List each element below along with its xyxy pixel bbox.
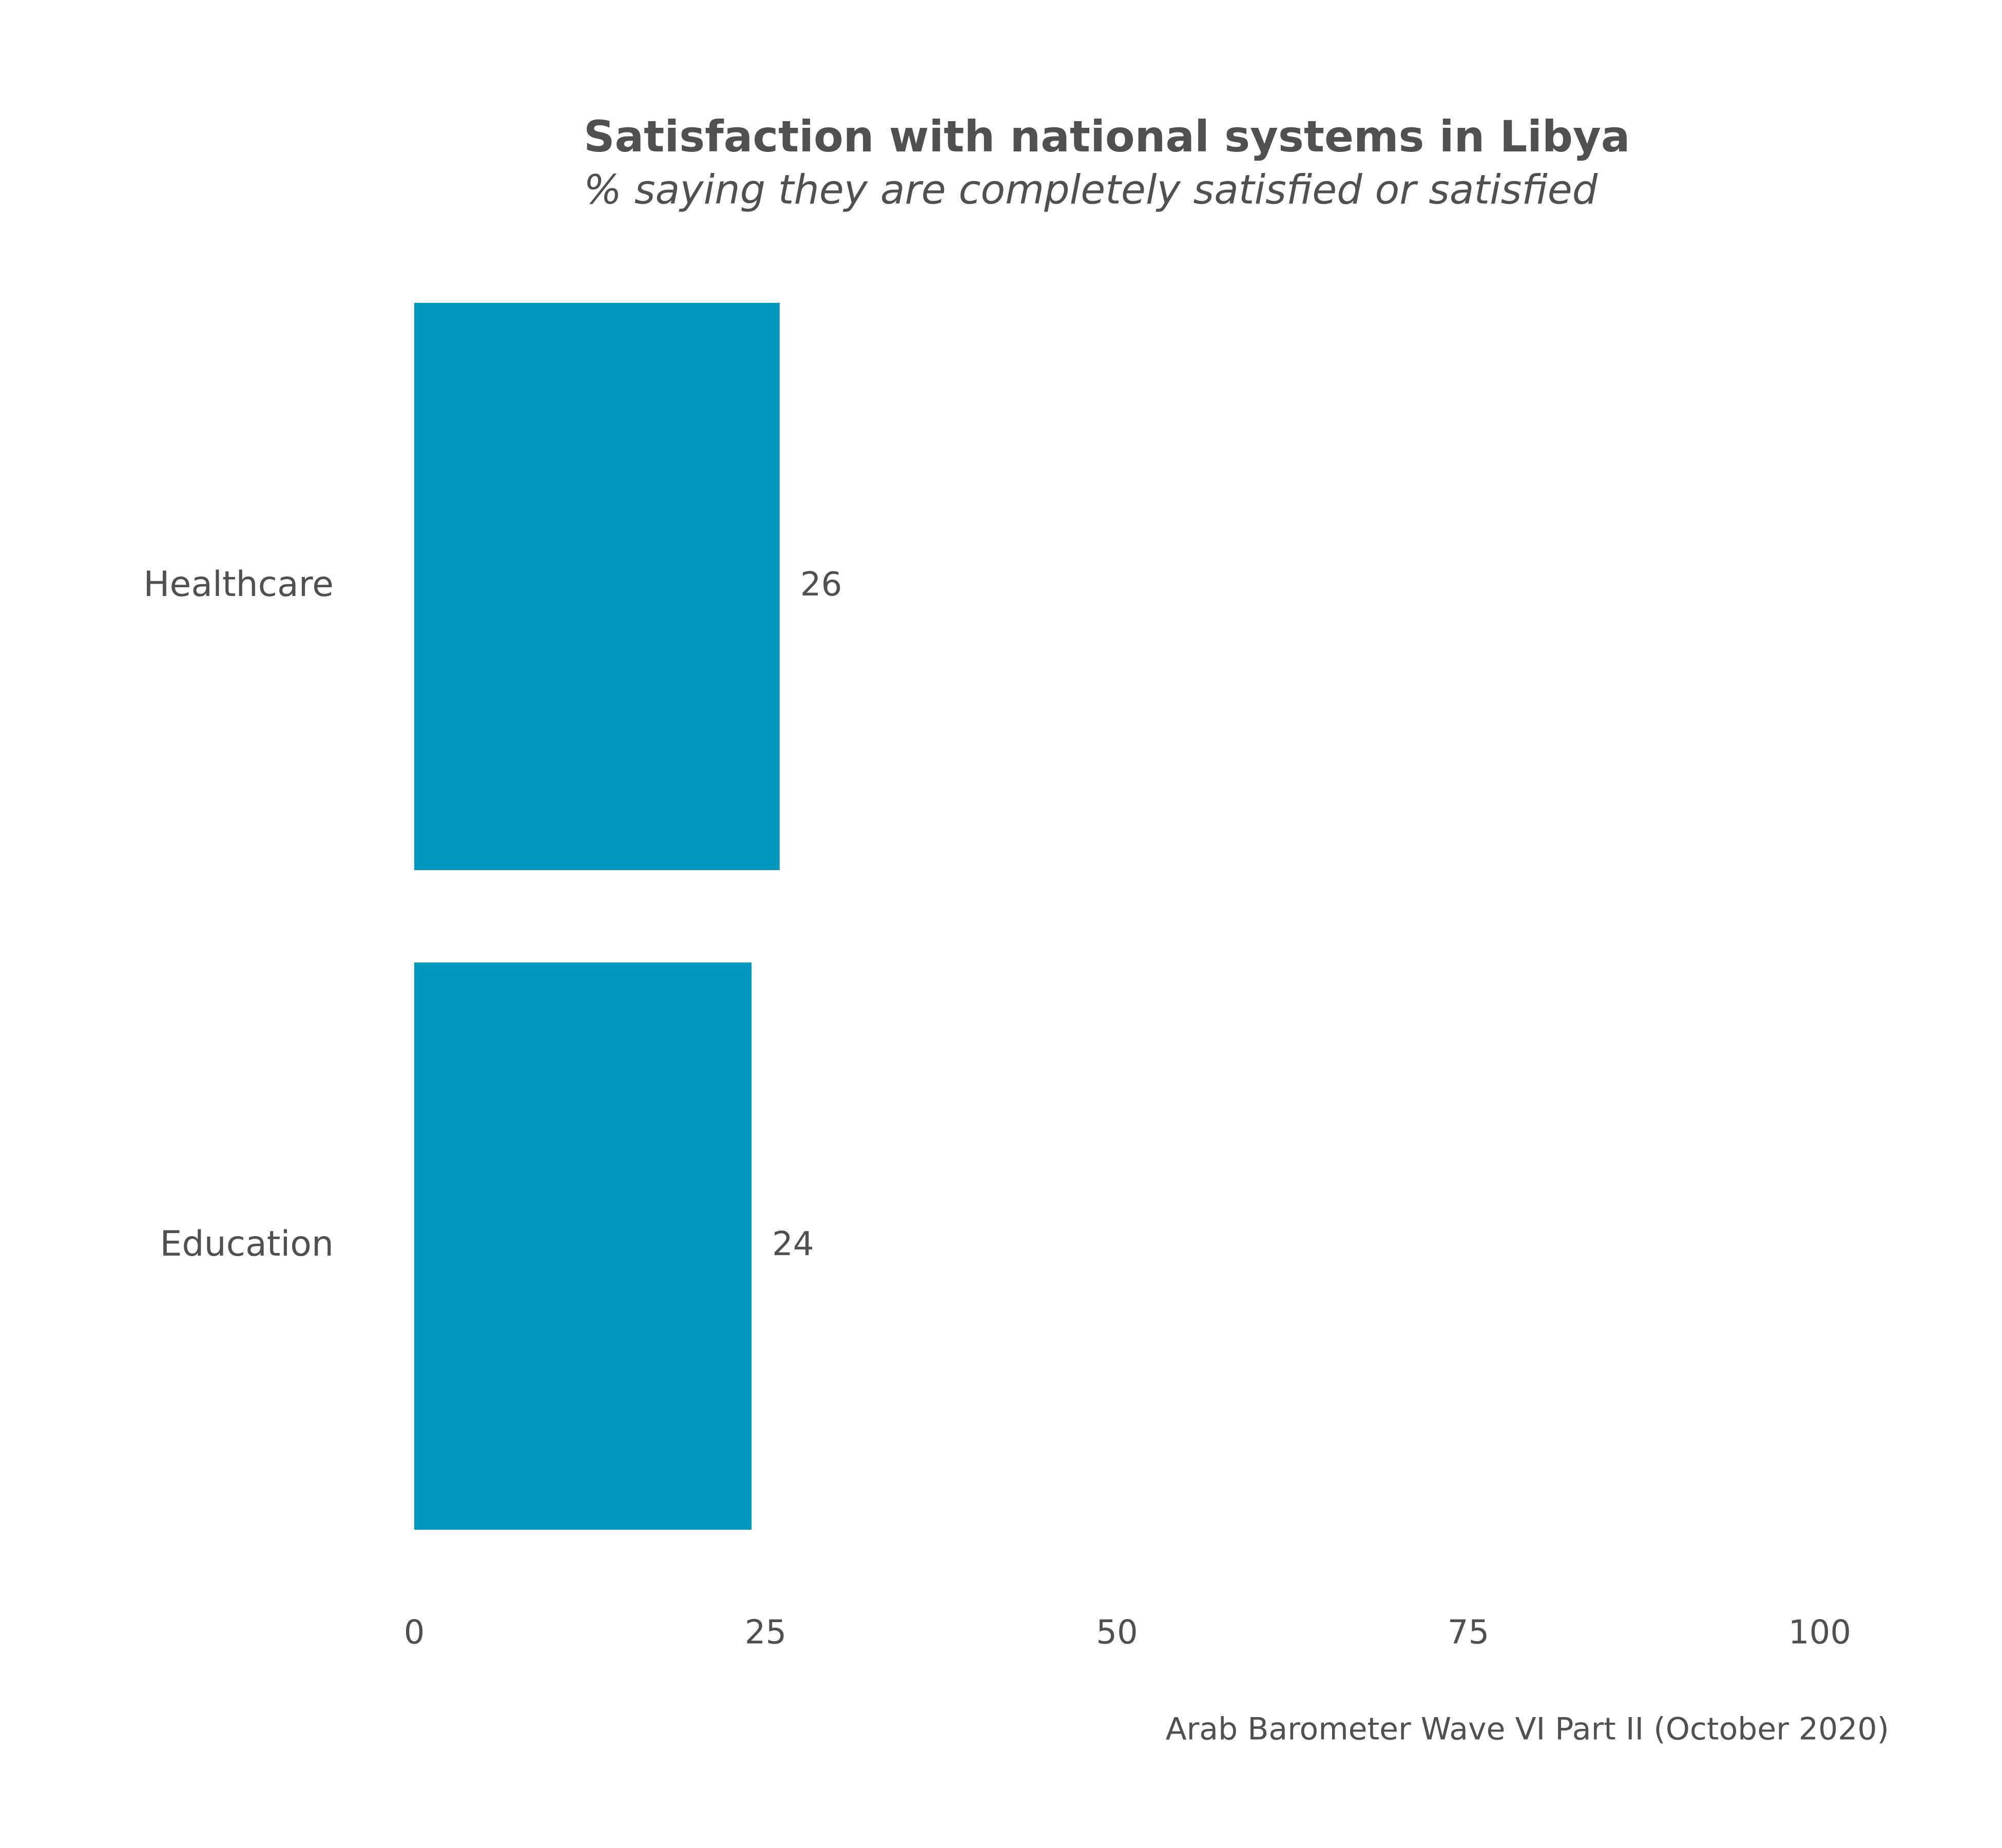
bar xyxy=(414,962,752,1530)
value-label: 24 xyxy=(772,1225,814,1263)
value-label: 26 xyxy=(800,566,842,604)
chart-subtitle: % saying they are completely satisfied o… xyxy=(584,167,1598,213)
y-tick-label: Education xyxy=(160,1224,334,1264)
chart-title: Satisfaction with national systems in Li… xyxy=(584,111,1630,162)
y-tick-label: Healthcare xyxy=(143,564,334,605)
x-tick-label: 75 xyxy=(1448,1614,1489,1652)
x-tick-label: 25 xyxy=(745,1614,786,1652)
x-tick-label: 100 xyxy=(1788,1614,1851,1652)
x-tick-label: 0 xyxy=(404,1614,425,1652)
caption: Arab Barometer Wave VI Part II (October … xyxy=(1166,1711,1889,1747)
bar xyxy=(414,302,780,871)
x-tick-label: 50 xyxy=(1096,1614,1138,1652)
